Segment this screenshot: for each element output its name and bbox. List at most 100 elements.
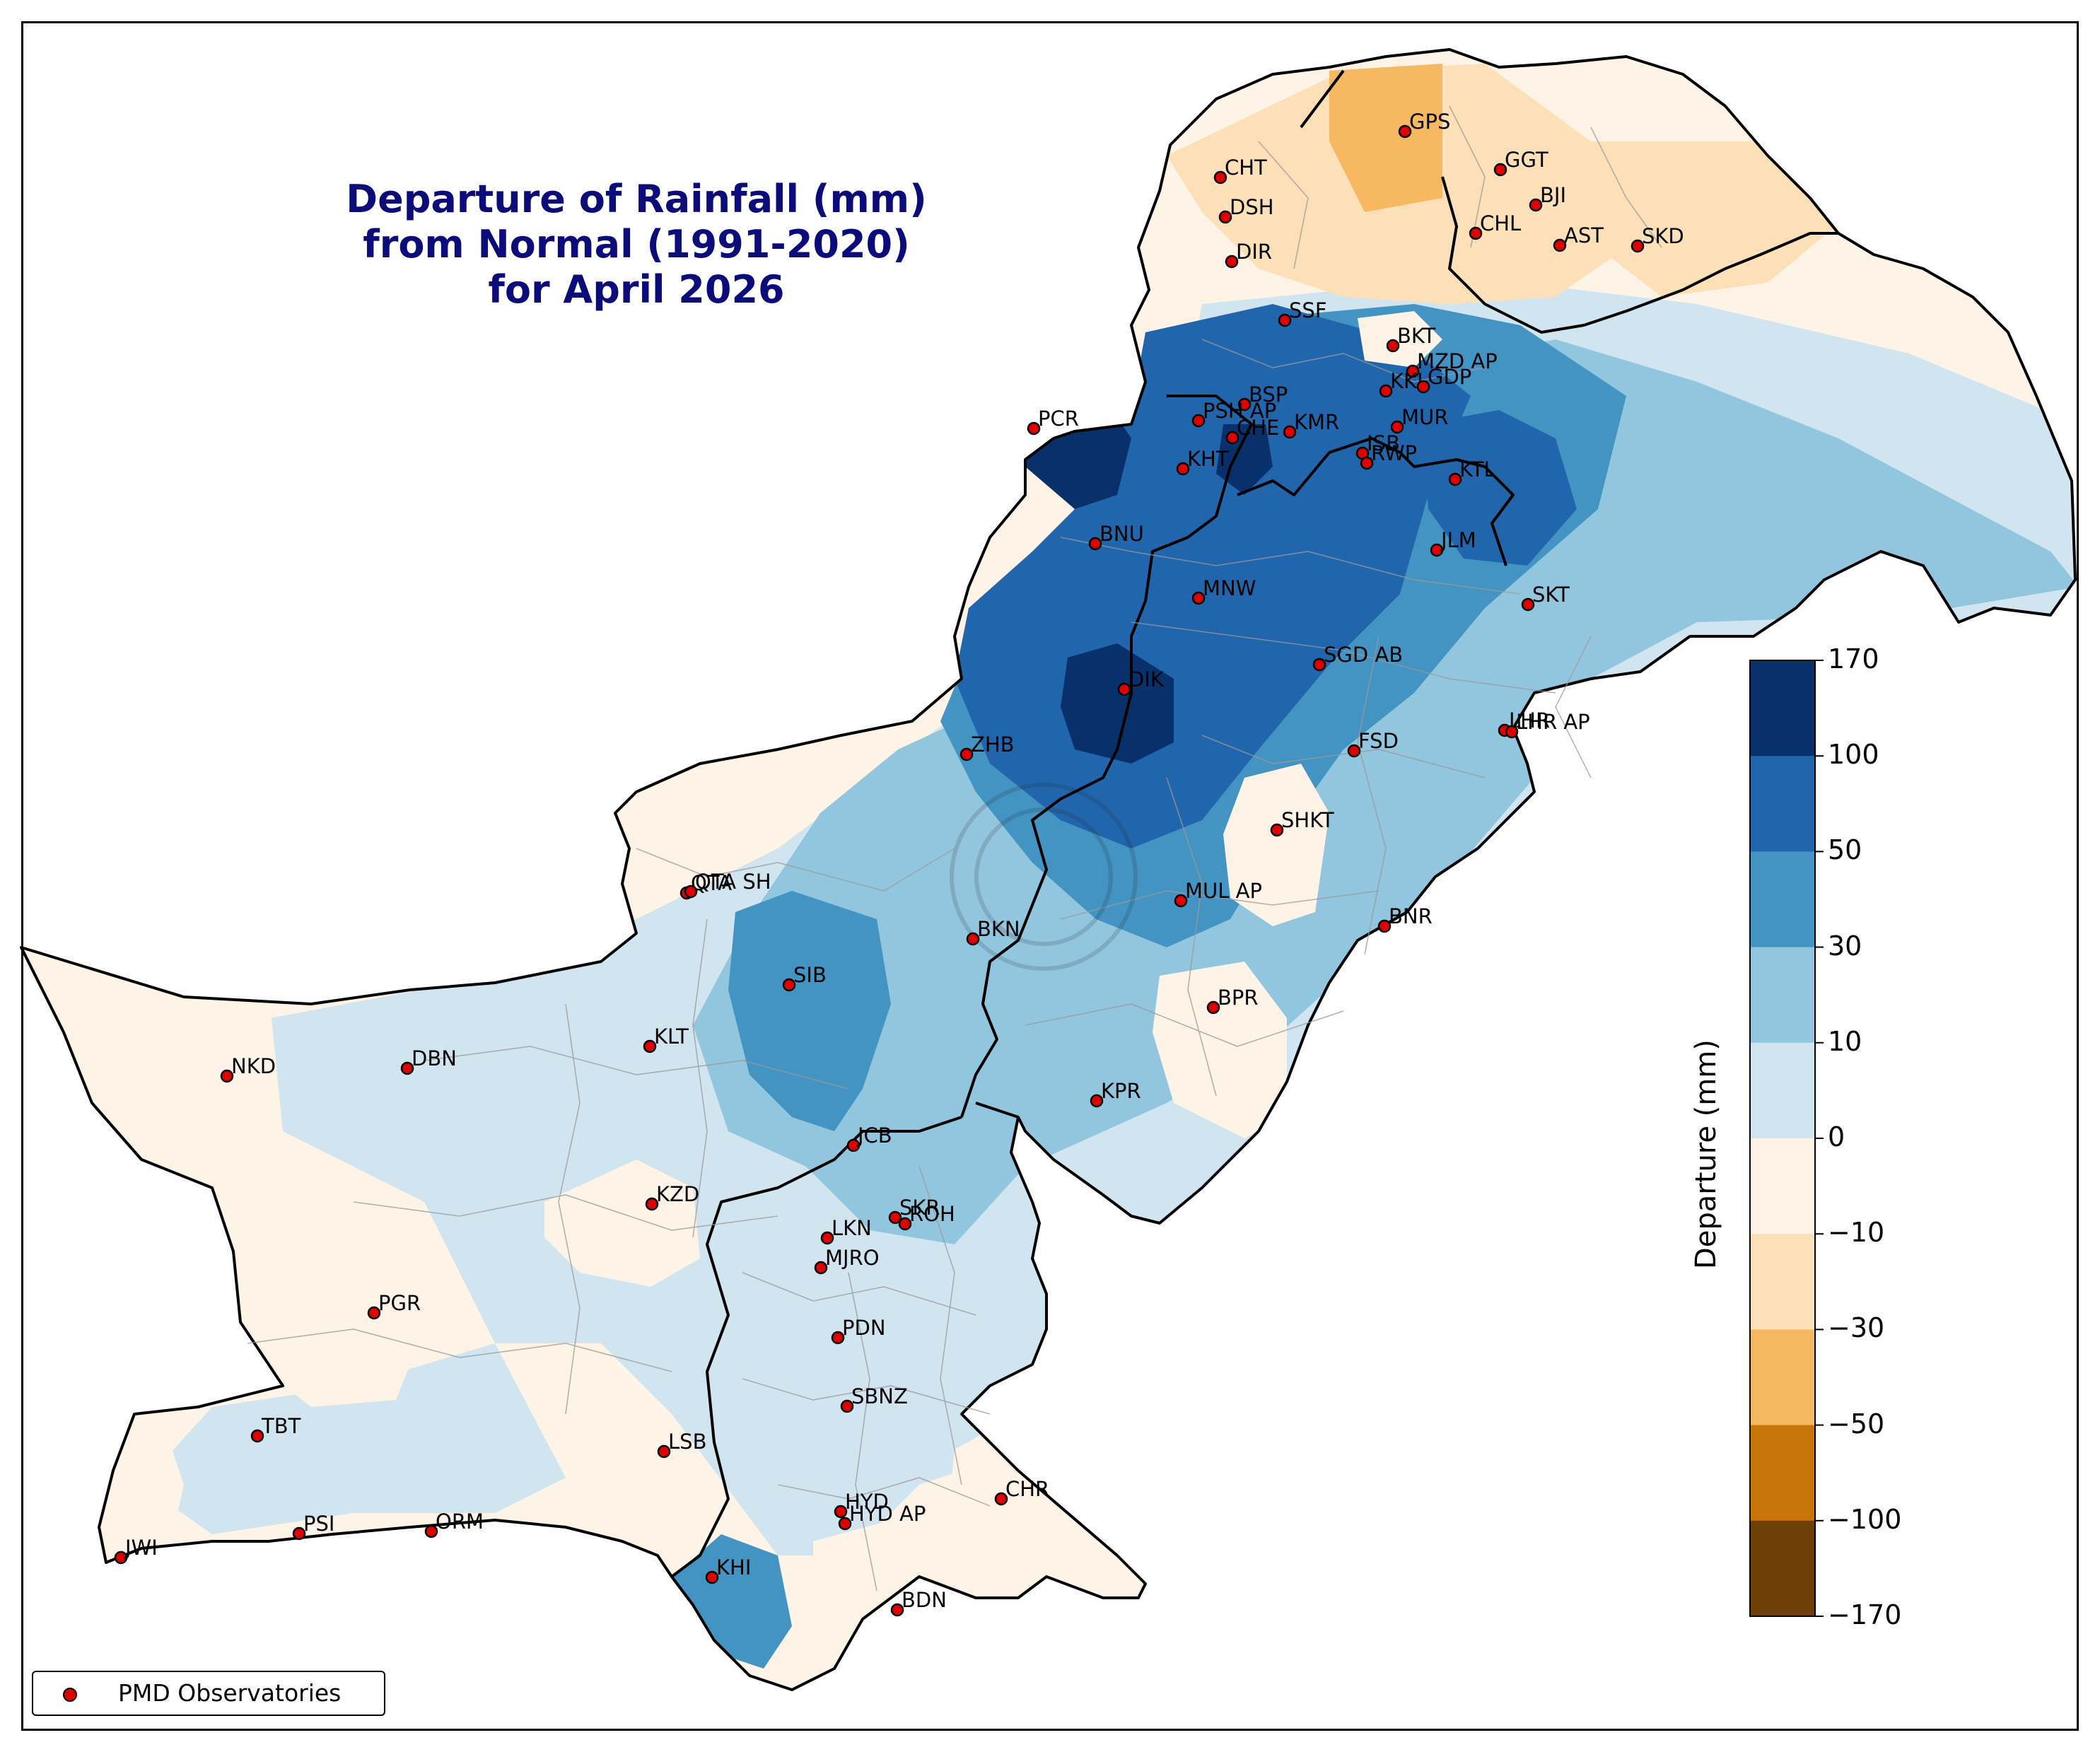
legend-label: PMD Observatories — [118, 1679, 342, 1707]
station-marker-icon — [1529, 198, 1543, 212]
station-label: SKT — [1532, 583, 1570, 607]
station-marker-icon — [424, 1524, 438, 1538]
station-marker-icon — [1191, 591, 1206, 605]
station-label: ROH — [909, 1202, 955, 1226]
station-rwp: RWP — [1360, 441, 1417, 470]
station-sib: SIB — [782, 963, 827, 992]
station-marker-icon — [114, 1550, 128, 1565]
station-bkt: BKT — [1386, 324, 1436, 353]
station-psi: PSI — [292, 1512, 334, 1541]
station-marker-icon — [292, 1526, 306, 1541]
colorbar-tick-label: 170 — [1828, 643, 1879, 674]
station-label: GGT — [1505, 148, 1548, 172]
station-bnu: BNU — [1088, 522, 1144, 551]
station-marker-icon — [220, 1069, 234, 1083]
station-label: HYD AP — [849, 1502, 926, 1526]
station-label: TBT — [261, 1414, 301, 1438]
station-marker-icon — [782, 978, 796, 992]
station-jlm: JLM — [1430, 528, 1476, 557]
station-label: KMR — [1294, 410, 1339, 434]
legend: PMD Observatories — [32, 1671, 385, 1716]
station-mul-ap: MUL AP — [1174, 879, 1262, 908]
station-marker-icon — [1283, 425, 1297, 439]
station-chl: CHL — [1469, 211, 1521, 240]
station-marker-icon — [1430, 543, 1444, 557]
station-marker-icon — [1386, 339, 1400, 353]
station-marker-icon — [1027, 421, 1041, 436]
station-marker-icon — [814, 1261, 828, 1275]
station-ggt: GGT — [1493, 148, 1548, 177]
station-label: MUL AP — [1185, 879, 1262, 903]
station-skt: SKT — [1521, 583, 1570, 612]
colorbar-segment — [1750, 1234, 1815, 1330]
station-fsd: FSD — [1347, 729, 1399, 758]
station-label: KHI — [716, 1555, 751, 1579]
station-label: GPS — [1409, 110, 1450, 134]
station-dbn: DBN — [400, 1046, 457, 1075]
station-ssf: SSF — [1278, 298, 1327, 327]
station-label: LKN — [832, 1216, 872, 1240]
station-che: CHE — [1225, 416, 1279, 445]
station-label: FSD — [1358, 729, 1399, 753]
colorbar-tick-label: 0 — [1828, 1121, 1845, 1152]
station-marker-icon — [657, 1444, 671, 1459]
colorbar-segment — [1750, 851, 1815, 948]
station-qta-sh: QTA SH — [684, 870, 771, 899]
colorbar-tick-label: 10 — [1828, 1025, 1862, 1057]
colorbar-segment — [1750, 1042, 1815, 1139]
station-marker-icon — [1505, 725, 1519, 739]
station-klt: KLT — [643, 1024, 689, 1053]
colorbar-tick-label: −30 — [1828, 1312, 1885, 1344]
station-marker-icon — [1237, 397, 1252, 411]
station-label: SIB — [793, 963, 827, 987]
station-label: BPR — [1218, 986, 1259, 1010]
station-bnr: BNR — [1377, 904, 1433, 933]
colorbar-segment — [1750, 1329, 1815, 1426]
station-kzd: KZD — [645, 1182, 699, 1211]
station-label: BKT — [1397, 324, 1436, 348]
station-label: MNW — [1203, 576, 1256, 600]
station-marker-icon — [1448, 472, 1462, 486]
station-marker-icon — [1553, 238, 1567, 252]
station-kht: KHT — [1176, 447, 1229, 476]
station-label: HYD — [845, 1490, 889, 1514]
station-marker-icon — [1347, 744, 1361, 758]
station-label: GDP — [1428, 365, 1471, 389]
colorbar-segment — [1750, 660, 1815, 757]
station-zhb: ZHB — [959, 732, 1015, 761]
station-hyd: HYD — [834, 1490, 889, 1519]
station-label: CHE — [1237, 416, 1279, 440]
colorbar-tick-label: 100 — [1828, 739, 1879, 771]
station-label: JCB — [856, 1123, 892, 1147]
station-marker-icon — [840, 1399, 854, 1413]
station-marker-icon — [1521, 597, 1535, 612]
watermark-emblem — [950, 783, 1138, 971]
station-marker-icon — [367, 1306, 381, 1320]
station-nkd: NKD — [220, 1054, 276, 1083]
map-title: Departure of Rainfall (mm) from Normal (… — [269, 177, 1004, 313]
station-kmr: KMR — [1283, 410, 1339, 439]
station-skr: SKR — [888, 1196, 940, 1225]
colorbar-tick-label: 30 — [1828, 930, 1862, 962]
station-pdn: PDN — [831, 1316, 886, 1345]
station-marker-icon — [1493, 163, 1507, 177]
title-line-2: from Normal (1991-2020) — [363, 222, 910, 267]
station-marker-icon — [1469, 226, 1483, 240]
station-marker-icon — [1377, 919, 1392, 933]
station-label: SBNZ — [851, 1384, 908, 1408]
colorbar-title: Departure (mm) — [1690, 1039, 1722, 1269]
station-marker-icon — [1406, 364, 1420, 378]
station-label: MUR — [1401, 405, 1448, 429]
station-mnw: MNW — [1191, 576, 1256, 605]
station-label: AST — [1564, 223, 1604, 247]
station-label: MZD AP — [1417, 349, 1498, 373]
station-marker-icon — [705, 1570, 719, 1584]
station-chr: CHR — [994, 1477, 1049, 1506]
station-label: CHL — [1480, 211, 1521, 235]
station-pcr: PCR — [1027, 407, 1079, 436]
station-marker-icon — [1206, 1000, 1220, 1015]
station-mzd-ap: MZD AP — [1406, 349, 1498, 378]
colorbar-tick-label: 50 — [1828, 834, 1862, 866]
station-sbnz: SBNZ — [840, 1384, 908, 1413]
station-label: KZD — [656, 1182, 699, 1206]
